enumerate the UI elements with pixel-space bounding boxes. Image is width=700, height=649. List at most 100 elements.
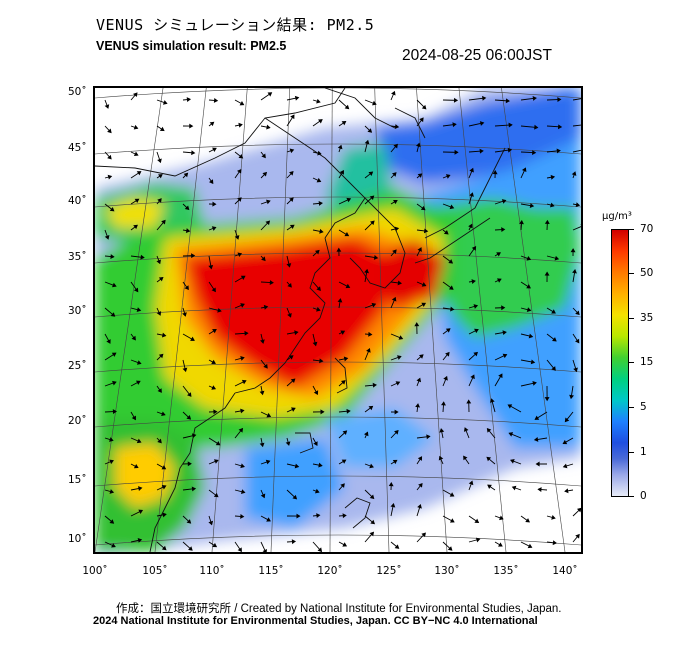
wind-arrow-head <box>294 330 299 336</box>
wind-arrow-head <box>188 546 193 551</box>
wind-arrow-head <box>393 199 398 205</box>
wind-arrow-head <box>288 355 294 360</box>
wind-arrow-head <box>239 101 245 106</box>
latitude-tick-label: 10˚ <box>68 533 87 545</box>
wind-arrow-head <box>134 198 140 203</box>
wind-arrow-head <box>138 509 144 515</box>
colorbar-unit: µg/m³ <box>602 211 632 222</box>
wind-arrow-head <box>107 128 112 134</box>
wind-arrow-head <box>501 305 506 311</box>
wind-arrow-head <box>294 95 300 101</box>
wind-arrow-head <box>487 484 492 489</box>
wind-arrow-head <box>184 285 189 291</box>
wind-arrow-head <box>441 401 446 406</box>
wind-arrow-head <box>530 359 536 365</box>
wind-arrow-head <box>290 114 295 120</box>
wind-arrow-head <box>367 128 373 133</box>
wind-arrow-head <box>526 307 532 313</box>
wind-arrow-head <box>416 377 422 383</box>
wind-arrow-head <box>186 519 192 524</box>
longitude-tick-label: 135˚ <box>493 565 519 577</box>
latitude-tick-label: 45˚ <box>68 142 87 154</box>
wind-arrow-head <box>370 519 376 525</box>
wind-arrow-head <box>237 252 243 258</box>
wind-arrow-head <box>317 150 322 156</box>
wind-arrow-head <box>475 537 481 543</box>
wind-arrow-head <box>556 148 561 154</box>
wind-arrow-head <box>211 359 216 365</box>
wind-arrow-head <box>492 170 498 175</box>
wind-arrow-head <box>562 439 568 445</box>
wind-arrow-head <box>260 493 266 499</box>
wind-arrow-head <box>369 463 374 469</box>
wind-arrow-head <box>392 459 398 465</box>
wind-arrow-head <box>368 331 373 337</box>
wind-arrow-head <box>443 230 449 235</box>
wind-arrow-head <box>261 256 266 262</box>
wind-arrow-head <box>186 97 191 103</box>
wind-arrow-head <box>507 147 513 153</box>
wind-arrow-head <box>420 205 426 211</box>
wind-arrow-head <box>212 329 217 334</box>
wind-arrow-head <box>453 97 459 103</box>
longitude-tick-label: 100˚ <box>82 565 108 577</box>
latitude-tick-label: 35˚ <box>68 251 87 263</box>
wind-arrow-head <box>573 367 578 373</box>
wind-arrow-head <box>263 304 269 310</box>
pm25-concentration-field <box>95 88 581 552</box>
wind-arrow-head <box>519 219 524 225</box>
wind-arrow-head <box>263 363 268 369</box>
wind-arrow-head <box>262 171 268 177</box>
wind-arrow-head <box>215 441 221 446</box>
wind-arrow-head <box>240 275 246 280</box>
wind-arrow-head <box>564 417 570 423</box>
wind-arrow-head <box>341 121 347 126</box>
wind-arrow-head <box>187 392 192 397</box>
wind-arrow-head <box>106 339 111 344</box>
wind-arrow-shaft <box>572 149 581 153</box>
wind-arrow-head <box>161 465 167 470</box>
wind-arrow-head <box>344 231 350 237</box>
wind-arrow-head <box>183 172 189 178</box>
wind-arrow-head <box>319 228 324 234</box>
wind-arrow-head <box>508 432 514 437</box>
wind-arrow-head <box>340 380 346 385</box>
wind-arrow-head <box>372 100 377 106</box>
wind-arrow-head <box>289 171 294 176</box>
wind-arrow-head <box>463 427 469 432</box>
wind-arrow-head <box>552 540 557 546</box>
wind-arrow-head <box>287 282 292 288</box>
wind-arrow-head <box>133 151 139 157</box>
wind-arrow-head <box>508 122 513 128</box>
wind-arrow-head <box>397 280 402 286</box>
wind-arrow-head <box>526 256 532 261</box>
wind-arrow-head <box>112 282 117 288</box>
wind-arrow-head <box>557 124 563 130</box>
wind-arrow-head <box>292 494 298 500</box>
wind-arrow-head <box>157 438 162 444</box>
wind-arrow-head <box>237 168 242 174</box>
latitude-tick-label: 15˚ <box>68 474 87 486</box>
colorbar-tick-mark <box>629 318 634 319</box>
wind-arrow-head <box>289 224 295 230</box>
colorbar-tick-mark <box>629 273 634 274</box>
wind-arrow-head <box>316 286 321 291</box>
colorbar-tick-label: 35 <box>640 312 654 324</box>
wind-arrow-head <box>449 518 455 523</box>
wind-arrow-head <box>526 284 531 289</box>
wind-arrow-head <box>209 121 215 127</box>
wind-arrow-head <box>463 455 468 461</box>
colorbar-tick-label: 1 <box>640 446 647 458</box>
wind-arrow-head <box>505 98 511 104</box>
wind-arrow-head <box>346 197 352 203</box>
wind-arrow-head <box>182 312 187 317</box>
wind-arrow-head <box>479 121 485 126</box>
longitude-tick-label: 105˚ <box>142 565 168 577</box>
wind-arrow-head <box>551 309 556 314</box>
wind-arrow-head <box>502 353 508 359</box>
wind-arrow-head <box>316 306 321 312</box>
wind-arrow-head <box>534 415 540 420</box>
wind-arrow-head <box>211 385 217 390</box>
colorbar <box>611 229 629 497</box>
wind-arrow-head <box>184 205 190 211</box>
